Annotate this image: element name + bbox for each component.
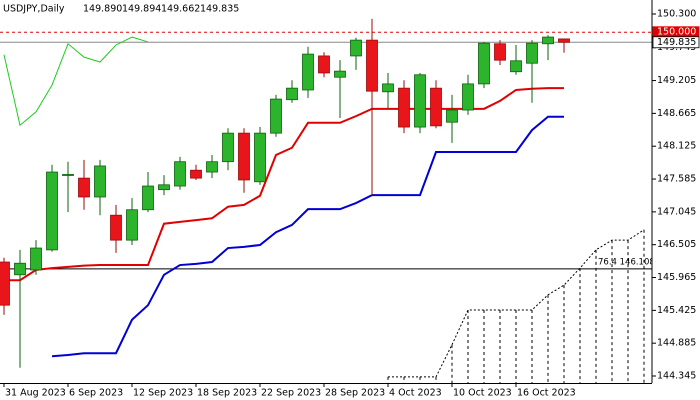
indicator-line: [51, 115, 564, 358]
y-tick-label: 147.585: [657, 174, 696, 185]
candle-body: [382, 83, 394, 93]
y-tick-label: 144.345: [657, 371, 696, 382]
candle-body: [62, 174, 74, 176]
candle-body: [30, 247, 42, 271]
candle-body: [190, 169, 202, 179]
candle-body: [430, 87, 442, 127]
plot-area: 76.4 146.108: [0, 18, 655, 383]
candle-body: [334, 70, 346, 78]
candle-body: [158, 184, 170, 191]
candle-body: [142, 185, 154, 211]
y-tick-label: 146.505: [657, 239, 696, 250]
y-tick-label: 149.205: [657, 75, 696, 86]
candle-body: [206, 161, 218, 173]
x-tick-label: 22 Sep 2023: [261, 388, 321, 399]
price-label: 149.835: [657, 37, 696, 48]
candle-body: [478, 42, 490, 85]
candle-body: [350, 39, 362, 57]
chart-title: USDJPY,Daily: [3, 4, 65, 15]
candle-body: [398, 87, 410, 128]
x-tick-label: 6 Sep 2023: [69, 388, 123, 399]
ohlc-close: 149.835: [200, 4, 239, 15]
candle-body: [270, 98, 282, 134]
candle-body: [126, 209, 138, 241]
y-tick-label: 145.425: [657, 305, 696, 316]
candle-body: [526, 42, 538, 64]
x-tick-label: 12 Sep 2023: [133, 388, 193, 399]
ohlc-open: 149.890: [83, 4, 122, 15]
y-tick-label: 147.045: [657, 206, 696, 217]
y-tick-label: 145.965: [657, 272, 696, 283]
candle-body: [302, 53, 314, 91]
candle-body: [46, 171, 58, 251]
candle-body: [542, 36, 554, 45]
candle-body: [286, 87, 298, 101]
x-tick-label: 28 Sep 2023: [325, 388, 385, 399]
candle-body: [238, 132, 250, 181]
x-tick-label: 31 Aug 2023: [5, 388, 66, 399]
candle-body: [318, 55, 330, 74]
candle-body: [462, 83, 474, 111]
candle-body: [0, 261, 10, 306]
header: USDJPY,Daily 149.890 149.894 149.662 149…: [3, 4, 239, 15]
cloud-edge: [388, 229, 645, 378]
x-tick-label: 10 Oct 2023: [453, 388, 512, 399]
x-tick-label: 18 Sep 2023: [197, 388, 257, 399]
y-tick-label: 148.125: [657, 141, 696, 152]
y-tick-label: 144.885: [657, 338, 696, 349]
level-label: 76.4 146.108: [598, 257, 655, 267]
y-tick-label: 148.665: [657, 108, 696, 119]
candle-body: [222, 132, 234, 163]
candle-body: [110, 214, 122, 241]
x-tick-label: 16 Oct 2023: [517, 388, 576, 399]
candle-body: [94, 165, 106, 198]
indicator-line: [3, 36, 149, 127]
candle-body: [14, 262, 26, 276]
price-label: 150.000: [657, 27, 696, 38]
candle-body: [558, 38, 570, 43]
ohlc-low: 149.662: [161, 4, 200, 15]
candle-body: [78, 177, 90, 198]
x-tick-label: 4 Oct 2023: [389, 388, 442, 399]
price-label-box: [652, 36, 700, 49]
candle-body: [494, 43, 506, 61]
candle-body: [414, 74, 426, 128]
candle-body: [366, 39, 378, 92]
ohlc-high: 149.894: [122, 4, 161, 15]
candle-body: [174, 161, 186, 187]
candle-body: [446, 109, 458, 123]
candle-body: [254, 132, 266, 183]
candle-body: [510, 60, 522, 73]
y-tick-label: 150.300: [657, 8, 696, 19]
